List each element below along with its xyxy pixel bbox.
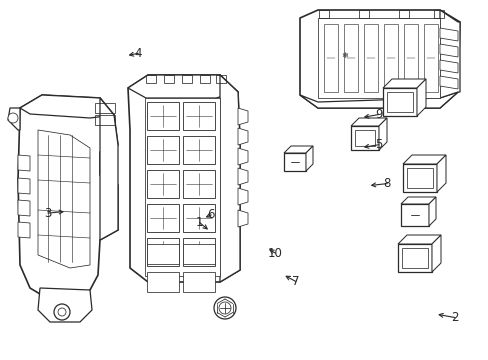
Polygon shape xyxy=(183,170,215,198)
Text: 6: 6 xyxy=(207,208,215,221)
Polygon shape xyxy=(439,10,459,98)
Bar xyxy=(95,115,115,125)
Polygon shape xyxy=(400,204,428,226)
Polygon shape xyxy=(100,98,118,240)
Polygon shape xyxy=(147,244,179,264)
Polygon shape xyxy=(284,153,305,171)
Circle shape xyxy=(214,297,236,319)
Polygon shape xyxy=(183,238,215,266)
Polygon shape xyxy=(38,288,92,322)
Text: ❄: ❄ xyxy=(341,50,348,59)
Polygon shape xyxy=(439,76,457,89)
Polygon shape xyxy=(147,102,179,130)
Bar xyxy=(95,103,115,113)
Bar xyxy=(318,10,328,18)
Polygon shape xyxy=(183,272,215,292)
Polygon shape xyxy=(8,108,20,130)
Polygon shape xyxy=(439,28,457,41)
Bar xyxy=(145,98,220,276)
Polygon shape xyxy=(147,204,179,232)
Polygon shape xyxy=(378,118,386,150)
Polygon shape xyxy=(428,197,435,226)
Circle shape xyxy=(219,302,230,314)
Bar xyxy=(343,24,357,92)
Bar xyxy=(317,18,439,98)
Polygon shape xyxy=(238,188,247,205)
Text: 5: 5 xyxy=(374,138,382,151)
Bar xyxy=(354,130,374,146)
Bar xyxy=(163,75,174,83)
Polygon shape xyxy=(20,95,114,118)
Polygon shape xyxy=(439,60,457,73)
Polygon shape xyxy=(382,79,425,88)
Polygon shape xyxy=(402,164,436,192)
Circle shape xyxy=(8,113,18,123)
Polygon shape xyxy=(238,210,247,227)
Text: 3: 3 xyxy=(44,207,52,220)
Polygon shape xyxy=(436,155,445,192)
Polygon shape xyxy=(439,44,457,57)
Bar xyxy=(433,10,443,18)
Polygon shape xyxy=(416,79,425,116)
Bar xyxy=(363,24,377,92)
Polygon shape xyxy=(238,148,247,165)
Polygon shape xyxy=(350,126,378,150)
Text: 10: 10 xyxy=(267,247,282,260)
Polygon shape xyxy=(18,200,30,216)
Text: 9: 9 xyxy=(374,108,382,121)
Polygon shape xyxy=(284,146,312,153)
Polygon shape xyxy=(183,244,215,264)
Polygon shape xyxy=(147,136,179,164)
Bar xyxy=(383,24,397,92)
Polygon shape xyxy=(350,118,386,126)
Polygon shape xyxy=(397,244,431,272)
Polygon shape xyxy=(238,168,247,185)
Polygon shape xyxy=(147,238,179,266)
Polygon shape xyxy=(147,170,179,198)
Polygon shape xyxy=(238,108,247,125)
Bar xyxy=(398,10,408,18)
Polygon shape xyxy=(299,10,459,108)
Polygon shape xyxy=(402,155,445,164)
Polygon shape xyxy=(238,128,247,145)
Text: 7: 7 xyxy=(291,275,299,288)
Polygon shape xyxy=(220,75,240,282)
Bar xyxy=(401,248,427,268)
Text: 2: 2 xyxy=(450,311,458,324)
Polygon shape xyxy=(183,204,215,232)
Bar xyxy=(146,75,156,83)
Polygon shape xyxy=(18,95,118,300)
Bar xyxy=(200,75,209,83)
Polygon shape xyxy=(183,136,215,164)
Text: 1: 1 xyxy=(195,216,203,229)
Text: 8: 8 xyxy=(383,177,390,190)
Polygon shape xyxy=(147,272,179,292)
Polygon shape xyxy=(431,235,440,272)
Polygon shape xyxy=(305,146,312,171)
Bar xyxy=(406,168,432,188)
Bar xyxy=(182,75,192,83)
Polygon shape xyxy=(183,102,215,130)
Bar xyxy=(358,10,368,18)
Polygon shape xyxy=(18,222,30,238)
Bar xyxy=(324,24,337,92)
Bar xyxy=(423,24,437,92)
Polygon shape xyxy=(18,155,30,171)
Circle shape xyxy=(54,304,70,320)
Bar xyxy=(216,75,225,83)
Polygon shape xyxy=(38,130,90,268)
Bar xyxy=(403,24,417,92)
Bar xyxy=(386,92,412,112)
Polygon shape xyxy=(128,75,240,282)
Polygon shape xyxy=(400,197,435,204)
Text: 4: 4 xyxy=(134,47,142,60)
Polygon shape xyxy=(299,92,457,108)
Polygon shape xyxy=(382,88,416,116)
Circle shape xyxy=(58,308,66,316)
Polygon shape xyxy=(128,75,238,98)
Polygon shape xyxy=(18,178,30,194)
Polygon shape xyxy=(397,235,440,244)
